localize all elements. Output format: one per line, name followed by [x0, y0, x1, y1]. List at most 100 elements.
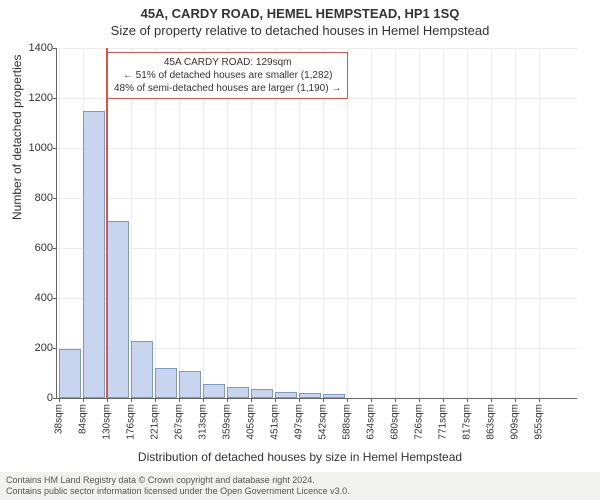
gridline-v: [539, 48, 540, 398]
xtick-mark: [227, 398, 228, 402]
xtick-label: 542sqm: [318, 404, 329, 440]
xtick-label: 771sqm: [438, 404, 449, 440]
xtick-label: 38sqm: [54, 404, 65, 434]
xtick-label: 359sqm: [222, 404, 233, 440]
gridline-h: [57, 248, 577, 249]
histogram-bar: [323, 394, 345, 399]
xtick-mark: [491, 398, 492, 402]
histogram-bar: [227, 387, 249, 398]
xtick-mark: [107, 398, 108, 402]
xtick-mark: [347, 398, 348, 402]
y-axis-label: Number of detached properties: [10, 55, 24, 220]
xtick-label: 451sqm: [270, 404, 281, 440]
ytick-mark: [53, 98, 57, 99]
xtick-label: 221sqm: [150, 404, 161, 440]
histogram-bar: [155, 368, 177, 398]
gridline-v: [443, 48, 444, 398]
histogram-bar: [83, 111, 105, 399]
xtick-mark: [443, 398, 444, 402]
xtick-mark: [395, 398, 396, 402]
ytick-mark: [53, 298, 57, 299]
xtick-mark: [59, 398, 60, 402]
xtick-mark: [83, 398, 84, 402]
histogram-bar: [275, 392, 297, 398]
xtick-mark: [515, 398, 516, 402]
ytick-label: 1400: [29, 42, 53, 54]
ytick-label: 600: [35, 242, 53, 254]
gridline-h: [57, 148, 577, 149]
histogram-bar: [59, 349, 81, 398]
gridline-h: [57, 48, 577, 49]
xtick-mark: [371, 398, 372, 402]
x-axis-label: Distribution of detached houses by size …: [0, 450, 600, 464]
xtick-label: 863sqm: [486, 404, 497, 440]
histogram-chart: 020040060080010001200140038sqm84sqm130sq…: [56, 48, 577, 399]
histogram-bar: [299, 393, 321, 398]
annotation-line: 48% of semi-detached houses are larger (…: [114, 82, 341, 95]
gridline-v: [299, 48, 300, 398]
xtick-label: 405sqm: [246, 404, 257, 440]
xtick-mark: [275, 398, 276, 402]
xtick-label: 176sqm: [126, 404, 137, 440]
annotation-line: ← 51% of detached houses are smaller (1,…: [114, 69, 341, 82]
histogram-bar: [251, 389, 273, 398]
gridline-v: [155, 48, 156, 398]
gridline-v: [251, 48, 252, 398]
xtick-mark: [323, 398, 324, 402]
xtick-label: 726sqm: [414, 404, 425, 440]
ytick-label: 800: [35, 192, 53, 204]
ytick-mark: [53, 198, 57, 199]
ytick-mark: [53, 398, 57, 399]
ytick-label: 0: [47, 392, 53, 404]
gridline-v: [419, 48, 420, 398]
xtick-mark: [203, 398, 204, 402]
footer-line-2: Contains public sector information licen…: [6, 486, 594, 497]
gridline-h: [57, 298, 577, 299]
xtick-mark: [179, 398, 180, 402]
xtick-mark: [155, 398, 156, 402]
ytick-label: 1000: [29, 142, 53, 154]
xtick-label: 817sqm: [462, 404, 473, 440]
xtick-label: 130sqm: [102, 404, 113, 440]
gridline-v: [203, 48, 204, 398]
ytick-mark: [53, 248, 57, 249]
xtick-label: 497sqm: [294, 404, 305, 440]
gridline-v: [179, 48, 180, 398]
gridline-v: [491, 48, 492, 398]
gridline-v: [515, 48, 516, 398]
gridline-v: [323, 48, 324, 398]
ytick-label: 400: [35, 292, 53, 304]
gridline-v: [467, 48, 468, 398]
gridline-h: [57, 198, 577, 199]
xtick-mark: [299, 398, 300, 402]
histogram-bar: [203, 384, 225, 398]
attribution-footer: Contains HM Land Registry data © Crown c…: [0, 472, 600, 500]
xtick-label: 588sqm: [342, 404, 353, 440]
xtick-mark: [251, 398, 252, 402]
ytick-mark: [53, 48, 57, 49]
xtick-mark: [131, 398, 132, 402]
annotation-box: 45A CARDY ROAD: 129sqm← 51% of detached …: [107, 52, 348, 99]
annotation-line: 45A CARDY ROAD: 129sqm: [114, 56, 341, 69]
gridline-v: [395, 48, 396, 398]
gridline-v: [227, 48, 228, 398]
xtick-label: 84sqm: [78, 404, 89, 434]
ytick-mark: [53, 348, 57, 349]
xtick-label: 680sqm: [390, 404, 401, 440]
ytick-mark: [53, 148, 57, 149]
histogram-bar: [107, 221, 129, 399]
xtick-label: 955sqm: [534, 404, 545, 440]
xtick-label: 267sqm: [174, 404, 185, 440]
xtick-label: 313sqm: [198, 404, 209, 440]
xtick-mark: [539, 398, 540, 402]
xtick-mark: [419, 398, 420, 402]
histogram-bar: [131, 341, 153, 399]
ytick-label: 1200: [29, 92, 53, 104]
xtick-label: 909sqm: [510, 404, 521, 440]
gridline-v: [371, 48, 372, 398]
gridline-v: [347, 48, 348, 398]
page-title-description: Size of property relative to detached ho…: [0, 21, 600, 38]
xtick-mark: [467, 398, 468, 402]
page-title-address: 45A, CARDY ROAD, HEMEL HEMPSTEAD, HP1 1S…: [0, 0, 600, 21]
reference-line: [106, 48, 108, 398]
